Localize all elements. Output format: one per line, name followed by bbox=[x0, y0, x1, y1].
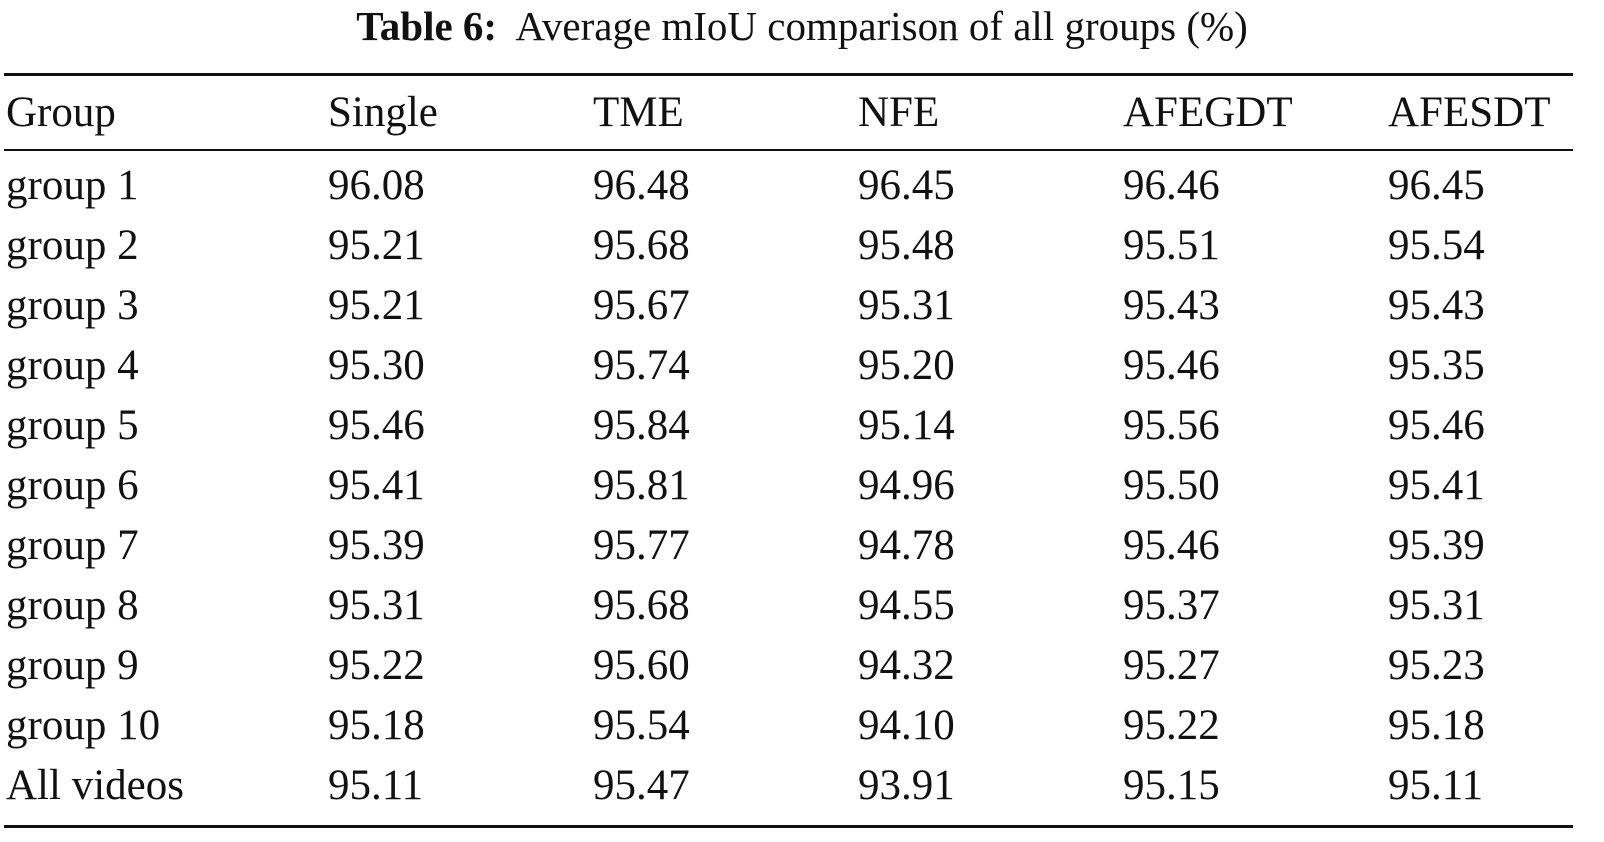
table-cell: 95.43 bbox=[1123, 281, 1220, 329]
table-cell: 95.68 bbox=[593, 581, 690, 629]
table-cell: 95.22 bbox=[328, 641, 425, 689]
column-header-single: Single bbox=[328, 89, 438, 136]
table-cell: 95.77 bbox=[593, 521, 690, 569]
table-row: group 2 95.21 95.68 95.48 95.51 95.54 bbox=[0, 215, 1604, 275]
table-cell: 95.22 bbox=[1123, 701, 1220, 749]
column-header-nfe: NFE bbox=[858, 89, 940, 136]
table-cell: 95.51 bbox=[1123, 221, 1220, 269]
table-cell: 95.31 bbox=[858, 281, 955, 329]
table-cell: 95.31 bbox=[1388, 581, 1485, 629]
table-row: group 9 95.22 95.60 94.32 95.27 95.23 bbox=[0, 635, 1604, 695]
row-label: group 4 bbox=[6, 341, 139, 389]
table-top-rule bbox=[4, 73, 1573, 76]
table-cell: 95.54 bbox=[593, 701, 690, 749]
table-cell: 93.91 bbox=[858, 761, 955, 809]
table-cell: 95.67 bbox=[593, 281, 690, 329]
table-cell: 95.48 bbox=[858, 221, 955, 269]
table-row: group 10 95.18 95.54 94.10 95.22 95.18 bbox=[0, 695, 1604, 755]
table-cell: 95.20 bbox=[858, 341, 955, 389]
table-cell: 95.56 bbox=[1123, 401, 1220, 449]
table-row: group 8 95.31 95.68 94.55 95.37 95.31 bbox=[0, 575, 1604, 635]
row-label: group 10 bbox=[6, 701, 161, 749]
table-cell: 95.37 bbox=[1123, 581, 1220, 629]
row-label: group 9 bbox=[6, 641, 139, 689]
table-cell: 94.10 bbox=[858, 701, 955, 749]
table-cell: 95.14 bbox=[858, 401, 955, 449]
table-cell: 95.15 bbox=[1123, 761, 1220, 809]
table-row: group 7 95.39 95.77 94.78 95.46 95.39 bbox=[0, 515, 1604, 575]
table-cell: 95.18 bbox=[1388, 701, 1485, 749]
column-header-tme: TME bbox=[593, 89, 684, 136]
table-row: All videos 95.11 95.47 93.91 95.15 95.11 bbox=[0, 755, 1604, 815]
table-cell: 95.27 bbox=[1123, 641, 1220, 689]
table-cell: 94.32 bbox=[858, 641, 955, 689]
table-cell: 95.39 bbox=[328, 521, 425, 569]
table-header-rule bbox=[4, 149, 1573, 151]
row-label: group 1 bbox=[6, 161, 139, 209]
table-cell: 95.46 bbox=[328, 401, 425, 449]
row-label: group 5 bbox=[6, 401, 139, 449]
table-cell: 95.60 bbox=[593, 641, 690, 689]
column-header-afesdt: AFESDT bbox=[1388, 89, 1551, 136]
table-caption-text: Average mIoU comparison of all groups (%… bbox=[515, 3, 1248, 49]
row-label: group 8 bbox=[6, 581, 139, 629]
table-cell: 95.68 bbox=[593, 221, 690, 269]
table-cell: 95.35 bbox=[1388, 341, 1485, 389]
table-cell: 95.21 bbox=[328, 221, 425, 269]
row-label: group 7 bbox=[6, 521, 139, 569]
table-cell: 95.11 bbox=[328, 761, 424, 809]
table-cell: 95.46 bbox=[1123, 341, 1220, 389]
table-cell: 95.30 bbox=[328, 341, 425, 389]
table-cell: 96.46 bbox=[1123, 161, 1220, 209]
column-header-afegdt: AFEGDT bbox=[1123, 89, 1293, 136]
row-label: group 6 bbox=[6, 461, 139, 509]
table-cell: 95.47 bbox=[593, 761, 690, 809]
table-row: group 4 95.30 95.74 95.20 95.46 95.35 bbox=[0, 335, 1604, 395]
table-cell: 95.84 bbox=[593, 401, 690, 449]
table-cell: 95.54 bbox=[1388, 221, 1485, 269]
table-header-row: Group Single TME NFE AFEGDT AFESDT bbox=[0, 76, 1604, 149]
table-cell: 95.31 bbox=[328, 581, 425, 629]
table-cell: 95.43 bbox=[1388, 281, 1485, 329]
table-cell: 95.46 bbox=[1123, 521, 1220, 569]
table-row: group 6 95.41 95.81 94.96 95.50 95.41 bbox=[0, 455, 1604, 515]
table-caption-label: Table 6: bbox=[356, 3, 498, 49]
row-label: group 2 bbox=[6, 221, 139, 269]
table-bottom-rule bbox=[4, 825, 1573, 828]
miou-comparison-table: Group Single TME NFE AFEGDT AFESDT group… bbox=[0, 76, 1604, 815]
column-header-group: Group bbox=[6, 89, 116, 136]
table-row: group 5 95.46 95.84 95.14 95.56 95.46 bbox=[0, 395, 1604, 455]
row-label: group 3 bbox=[6, 281, 139, 329]
table-cell: 95.46 bbox=[1388, 401, 1485, 449]
table-cell: 95.74 bbox=[593, 341, 690, 389]
table-cell: 96.08 bbox=[328, 161, 425, 209]
row-label: All videos bbox=[6, 761, 184, 809]
table-cell: 95.11 bbox=[1388, 761, 1484, 809]
table-cell: 95.23 bbox=[1388, 641, 1485, 689]
table-cell: 94.78 bbox=[858, 521, 955, 569]
table-cell: 95.41 bbox=[328, 461, 425, 509]
table-cell: 95.50 bbox=[1123, 461, 1220, 509]
table-cell: 95.39 bbox=[1388, 521, 1485, 569]
table-cell: 95.81 bbox=[593, 461, 690, 509]
table-cell: 94.96 bbox=[858, 461, 955, 509]
table-row: group 1 96.08 96.48 96.45 96.46 96.45 bbox=[0, 149, 1604, 215]
table-cell: 95.18 bbox=[328, 701, 425, 749]
table-cell: 95.41 bbox=[1388, 461, 1485, 509]
table-cell: 96.45 bbox=[858, 161, 955, 209]
table-body: group 1 96.08 96.48 96.45 96.46 96.45 gr… bbox=[0, 149, 1604, 815]
table-cell: 96.45 bbox=[1388, 161, 1485, 209]
table-cell: 95.21 bbox=[328, 281, 425, 329]
table-cell: 96.48 bbox=[593, 161, 690, 209]
table-row: group 3 95.21 95.67 95.31 95.43 95.43 bbox=[0, 275, 1604, 335]
table-caption: Table 6: Average mIoU comparison of all … bbox=[0, 0, 1604, 58]
table-cell: 94.55 bbox=[858, 581, 955, 629]
